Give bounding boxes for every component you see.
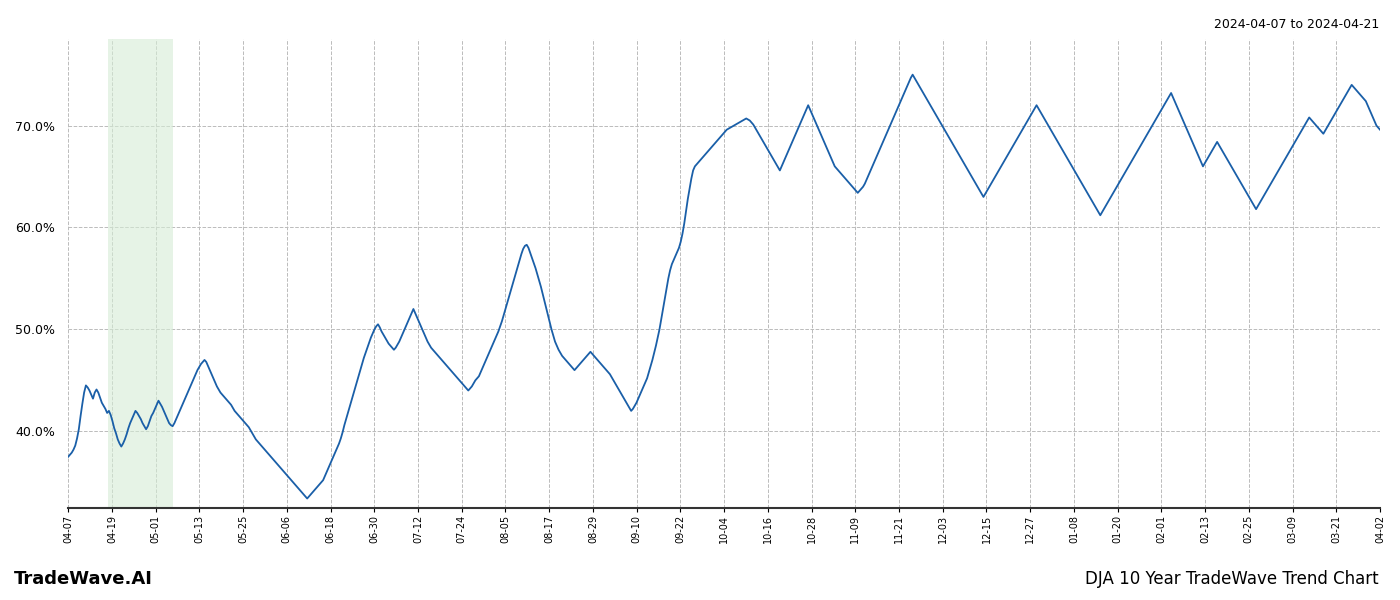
Bar [108,39,174,508]
Text: DJA 10 Year TradeWave Trend Chart: DJA 10 Year TradeWave Trend Chart [1085,570,1379,588]
Text: 2024-04-07 to 2024-04-21: 2024-04-07 to 2024-04-21 [1214,18,1379,31]
Text: TradeWave.AI: TradeWave.AI [14,570,153,588]
